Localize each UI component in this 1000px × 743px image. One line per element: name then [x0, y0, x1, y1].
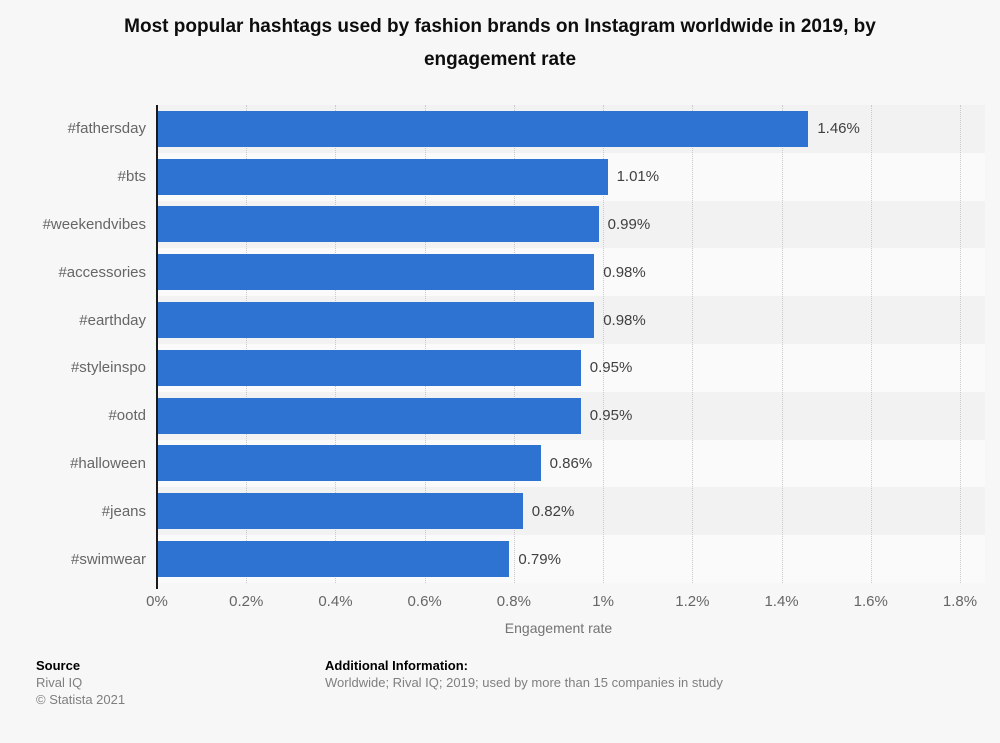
bar-styleinspo — [157, 349, 581, 386]
x-tick-label: 0.8% — [496, 593, 531, 610]
bar-row: 0.82% — [157, 487, 985, 535]
plot-area: 1.46% 1.01% 0.99% 0.98% 0.98% 0.95% 0.95% 0.86%… — [157, 105, 985, 583]
source-heading: Source — [36, 658, 81, 673]
additional-information-heading: Additional Information: — [325, 658, 468, 673]
gridline — [870, 105, 872, 583]
bar-halloween — [157, 445, 541, 482]
category-label: #swimwear — [70, 550, 146, 568]
bar-value-label: 0.86% — [549, 454, 593, 472]
gridline — [513, 105, 515, 583]
x-tick-label: 1.4% — [764, 593, 799, 610]
x-tick-label: 1.8% — [942, 593, 978, 610]
category-label: #fathersday — [67, 120, 146, 138]
bar-row: 0.95% — [157, 344, 985, 392]
x-tick-label: 1.6% — [853, 593, 888, 610]
category-label: #bts — [117, 168, 146, 186]
category-label: #earthday — [79, 311, 146, 329]
source-name[interactable]: Rival IQ — [36, 675, 83, 690]
gridline — [424, 105, 426, 583]
bar-row: 0.99% — [157, 201, 985, 249]
gridline — [692, 105, 694, 583]
bar-swimwear — [157, 541, 510, 578]
y-axis-line — [156, 105, 158, 589]
footer-source-block: Source Rival IQ © Statista 2021 — [36, 657, 125, 708]
bar-value-label: 1.01% — [616, 168, 660, 186]
x-tick-label: 0% — [146, 593, 168, 610]
bar-earthday — [157, 302, 595, 339]
bar-value-label: 0.79% — [518, 550, 561, 568]
category-label: #styleinspo — [70, 359, 146, 377]
category-label: #halloween — [70, 454, 146, 472]
chart-title: Most popular hashtags used by fashion br… — [0, 10, 1000, 76]
bar-accessories — [157, 254, 595, 291]
bar-row: 0.79% — [157, 535, 985, 583]
chart-title-line-2: engagement rate — [423, 49, 577, 70]
x-tick-label: 0.6% — [407, 593, 442, 610]
x-axis-tick-labels: 0% 0.2% 0.4% 0.6% 0.8% 1% 1.2% 1.4% 1.6% 1.8% — [146, 593, 985, 613]
bar-row: 1.01% — [157, 153, 985, 201]
gridline — [603, 105, 605, 583]
bar-value-label: 1.46% — [817, 120, 860, 138]
category-axis-labels: #fathersday #bts #weekendvibes #accessories… — [0, 105, 146, 583]
bar-jeans — [157, 493, 523, 530]
bar-ootd — [157, 397, 581, 434]
category-label: #accessories — [58, 263, 146, 281]
gridline — [335, 105, 337, 583]
category-label: #ootd — [108, 407, 146, 425]
bar-value-label: 0.99% — [607, 215, 651, 233]
x-tick-label: 0.4% — [318, 593, 353, 610]
bar-value-label: 0.98% — [603, 311, 646, 329]
chart-title-line-1: Most popular hashtags used by fashion br… — [124, 16, 876, 37]
category-label: #jeans — [101, 502, 146, 520]
x-tick-label: 1% — [592, 593, 614, 610]
gridline — [960, 105, 961, 583]
bar-value-label: 0.95% — [589, 407, 633, 425]
bar-value-label: 0.95% — [589, 359, 633, 377]
x-axis-title: Engagement rate — [504, 620, 613, 636]
bar-fathersday — [157, 110, 809, 147]
x-tick-label: 0.2% — [229, 593, 264, 610]
copyright-notice: © Statista 2021 — [36, 692, 126, 707]
bar-bts — [157, 158, 608, 195]
bar-row: 0.98% — [157, 248, 985, 296]
bar-value-label: 0.98% — [603, 263, 646, 281]
gridline — [781, 105, 783, 583]
bar-row: 1.46% — [157, 105, 985, 153]
bar-weekendvibes — [157, 206, 599, 243]
gridline — [246, 105, 248, 583]
x-tick-label: 1.2% — [675, 593, 710, 610]
category-label: #weekendvibes — [42, 215, 146, 233]
bar-value-label: 0.82% — [531, 502, 575, 520]
bar-row: 0.98% — [157, 296, 985, 344]
additional-information-text: Worldwide; Rival IQ; 2019; used by more … — [325, 675, 723, 690]
bar-row: 0.86% — [157, 440, 985, 488]
bar-row: 0.95% — [157, 392, 985, 440]
bar-rows: 1.46% 1.01% 0.99% 0.98% 0.98% 0.95% 0.95% 0.86%… — [157, 105, 985, 583]
footer-additional-block: Additional Information: Worldwide; Rival… — [325, 657, 723, 691]
